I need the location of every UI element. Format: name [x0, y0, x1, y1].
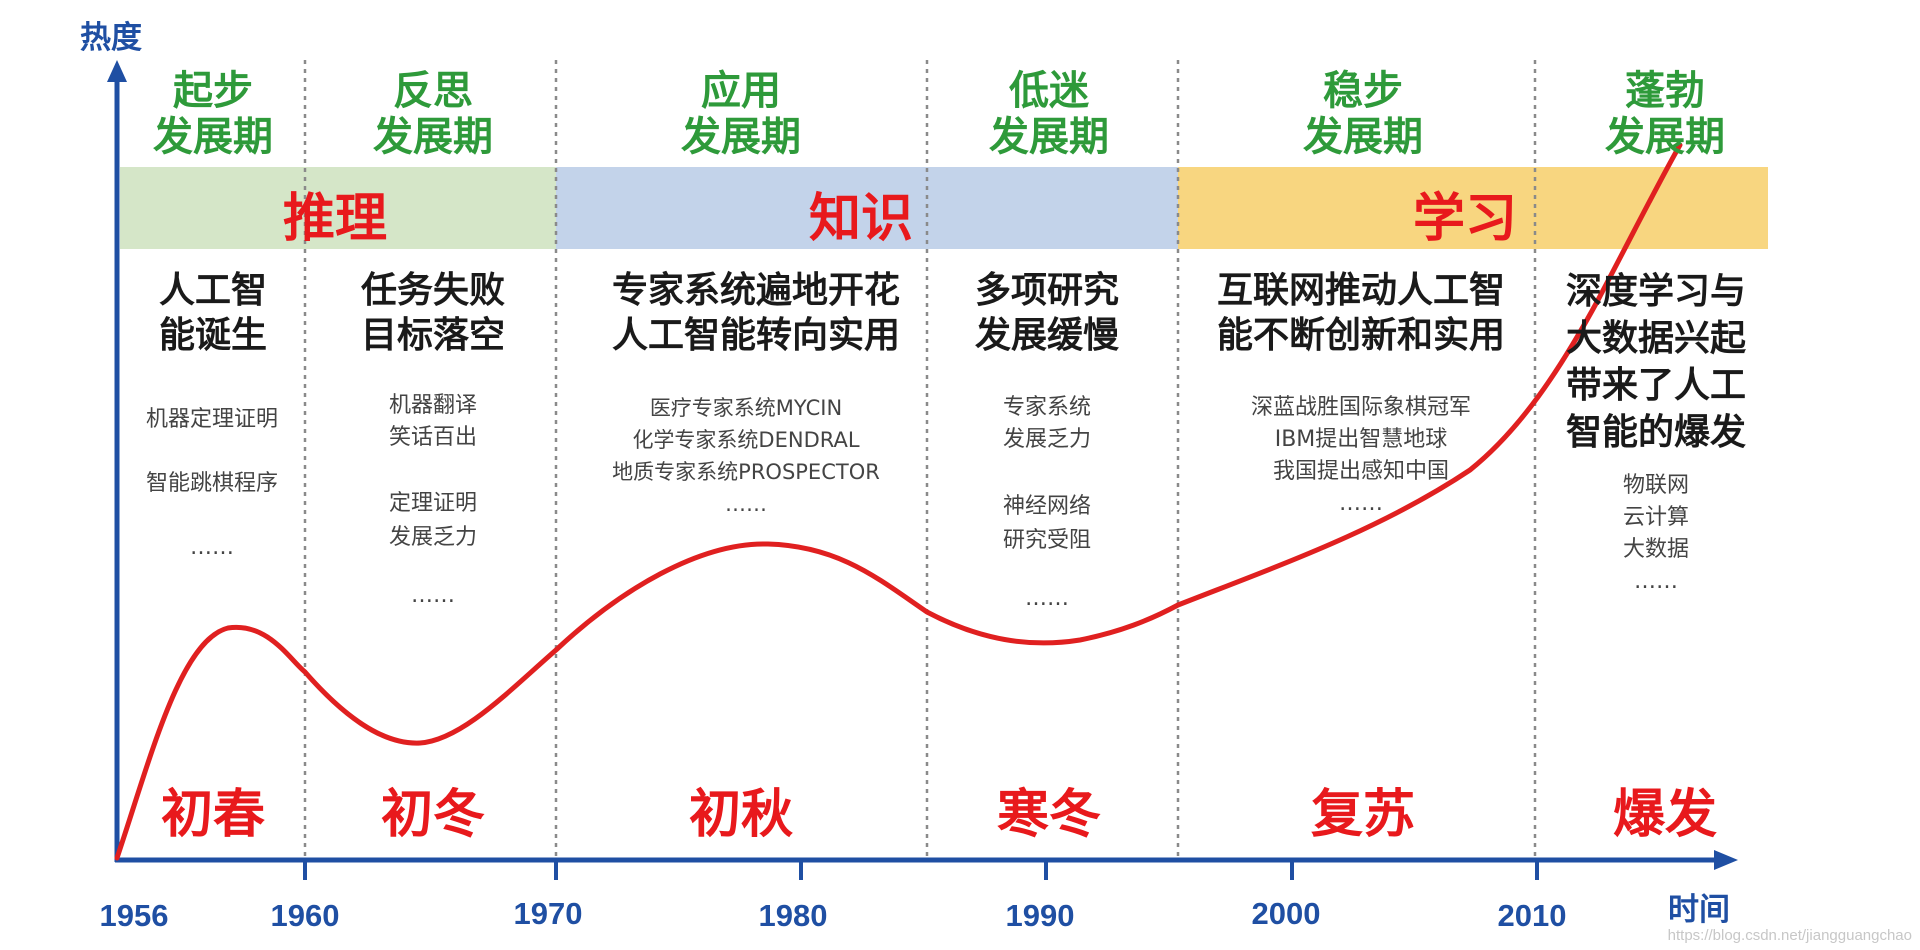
popularity-curve [114, 142, 1683, 861]
season-label-4: 复苏 [1310, 785, 1415, 845]
phase-title-line2: 发展期 [1605, 114, 1725, 160]
headline-2: 专家系统遍地开花 人工智能转向实用 [611, 270, 900, 356]
season-label-1: 初冬 [380, 785, 485, 845]
phase-dividers [303, 60, 1537, 860]
season-label-2: 初秋 [688, 785, 793, 845]
year-label-1990: 1990 [1005, 898, 1075, 933]
phase-title-line2: 发展期 [681, 114, 801, 160]
season-label-0: 初春 [160, 785, 265, 845]
phase-title-line1: 起步 [173, 68, 253, 114]
headline-4: 互联网推动人工智 能不断创新和实用 [1216, 270, 1505, 356]
phase-title-0: 起步 发展期 [93, 68, 333, 160]
y-axis-arrow [107, 60, 127, 82]
details-3a: 专家系统 发展乏力 [1002, 395, 1091, 452]
x-axis-arrow [1714, 850, 1738, 870]
phase-title-line2: 发展期 [373, 114, 493, 160]
season-label-3: 寒冬 [996, 785, 1101, 845]
details-1b: 定理证明 发展乏力 …… [388, 491, 477, 608]
year-label-1956: 1956 [99, 898, 169, 933]
details-5: 物联网 云计算 大数据 …… [1622, 473, 1689, 594]
year-label-1980: 1980 [758, 898, 828, 933]
x-ticks [303, 860, 1539, 880]
headline-1: 任务失败 目标落空 [360, 270, 505, 356]
season-label-5: 爆发 [1612, 785, 1717, 845]
year-label-2000: 2000 [1251, 896, 1321, 931]
band-label-knowledge: 知识 [809, 189, 914, 249]
year-label-1970: 1970 [513, 896, 583, 931]
phase-title-2: 应用 发展期 [621, 68, 861, 160]
phase-title-line2: 发展期 [153, 114, 273, 160]
band-learning [1178, 167, 1768, 249]
details-4: 深蓝战胜国际象棋冠军 IBM提出智慧地球 我国提出感知中国 …… [1250, 395, 1471, 516]
year-label-2010: 2010 [1497, 898, 1567, 933]
headline-5: 深度学习与 大数据兴起 带来了人工 智能的爆发 [1565, 271, 1746, 453]
details-3b: 神经网络 研究受阻 …… [1002, 494, 1091, 611]
band-label-reasoning: 推理 [283, 189, 388, 249]
phase-title-line1: 蓬勃 [1625, 68, 1705, 114]
phase-title-5: 蓬勃 发展期 [1545, 68, 1785, 160]
band-knowledge [556, 167, 1178, 249]
phase-title-line1: 稳步 [1323, 68, 1403, 114]
headline-0: 人工智 能诞生 [158, 270, 267, 356]
phase-title-4: 稳步 发展期 [1243, 68, 1483, 160]
band-label-learning: 学习 [1413, 189, 1518, 249]
axes [107, 60, 1738, 880]
year-label-1960: 1960 [270, 898, 340, 933]
phase-title-line1: 低迷 [1009, 68, 1089, 114]
phase-title-line2: 发展期 [1303, 114, 1423, 160]
details-1a: 机器翻译 笑话百出 [388, 393, 477, 450]
phase-title-line1: 反思 [393, 68, 473, 114]
phase-title-line2: 发展期 [989, 114, 1109, 160]
details-2: 医疗专家系统MYCIN 化学专家系统DENDRAL 地质专家系统PROSPECT… [612, 396, 880, 516]
details-0: 机器定理证明 智能跳棋程序 …… [145, 407, 278, 560]
band-reasoning [120, 167, 556, 249]
phase-title-1: 反思 发展期 [313, 68, 553, 160]
x-axis-label: 时间 [1668, 892, 1730, 928]
headline-3: 多项研究 发展缓慢 [974, 270, 1119, 356]
watermark: https://blog.csdn.net/jiangguangchao [1667, 927, 1912, 944]
phase-title-3: 低迷 发展期 [929, 68, 1169, 160]
phase-title-line1: 应用 [701, 68, 781, 114]
y-axis-label: 热度 [80, 20, 142, 56]
